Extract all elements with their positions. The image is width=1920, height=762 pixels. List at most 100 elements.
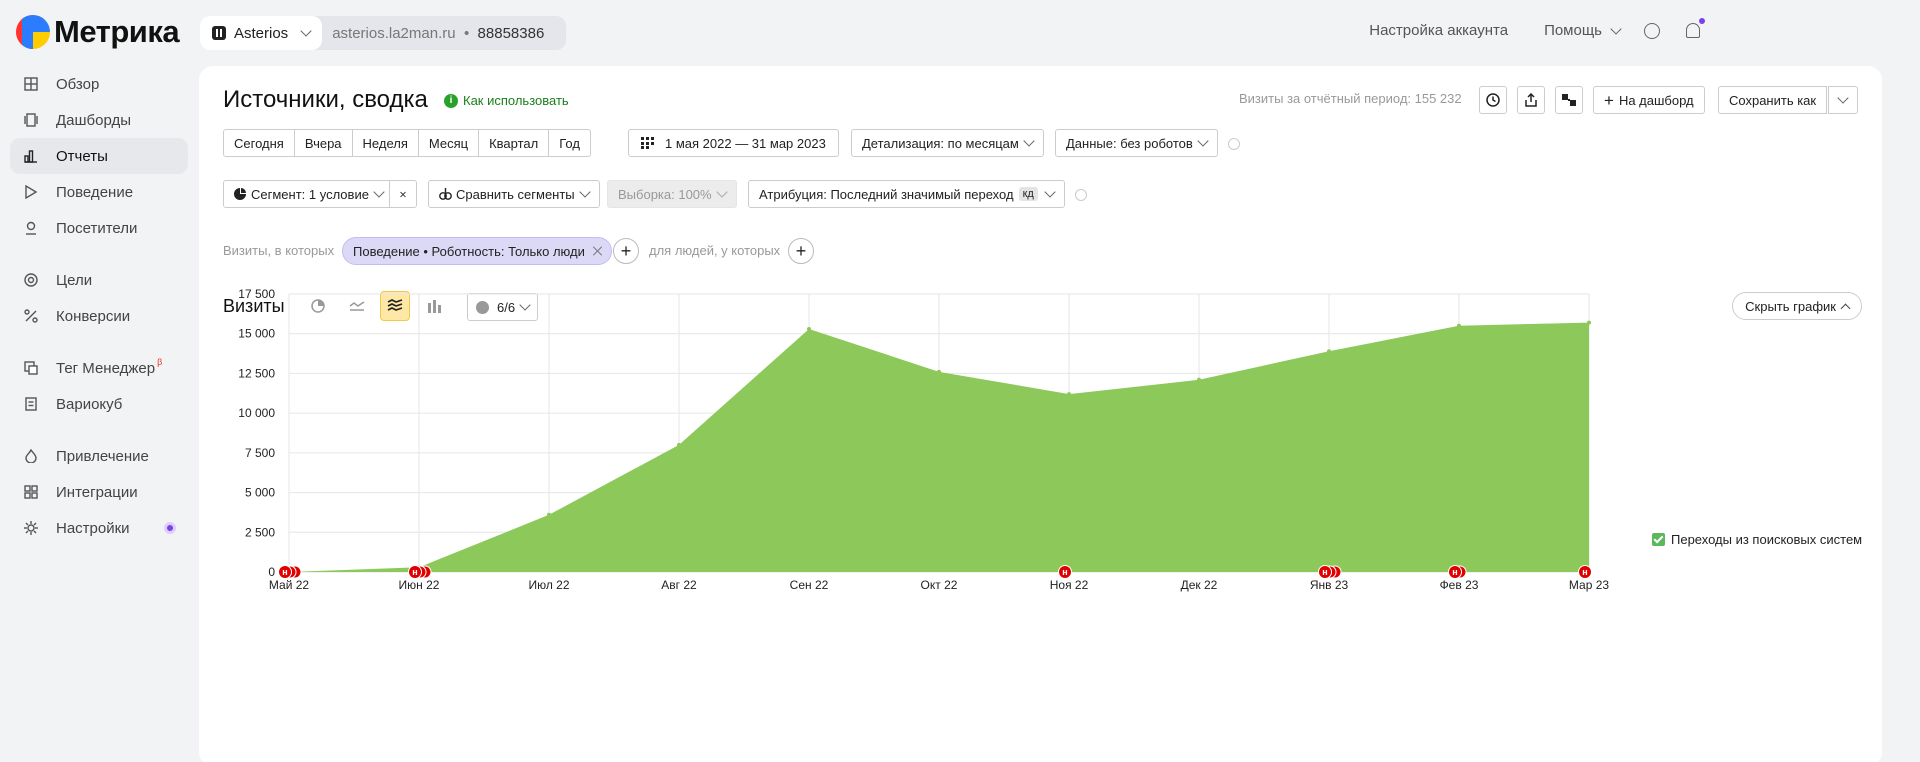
howto-link[interactable]: i Как использовать [444, 93, 569, 108]
sidebar-item-dashboards[interactable]: Дашборды [10, 102, 188, 138]
history-button[interactable] [1479, 86, 1507, 114]
period-quarter[interactable]: Квартал [478, 129, 550, 157]
segment-button[interactable]: Сегмент: 1 условие [223, 180, 394, 208]
y-tick-label: 15 000 [238, 327, 275, 341]
api-button[interactable] [1555, 86, 1583, 114]
sample-select[interactable]: Выборка: 100% [607, 180, 737, 208]
pie-chart-type-button[interactable] [303, 291, 333, 321]
x-tick-label: Авг 22 [661, 578, 697, 592]
period-week[interactable]: Неделя [351, 129, 419, 157]
y-tick-label: 12 500 [238, 366, 275, 380]
header-actions: Настройка аккаунта Помощь [1333, 18, 1705, 39]
visits-total: Визиты за отчётный период: 155 232 [1239, 91, 1462, 106]
annotation-marker [1318, 565, 1332, 579]
detalization-label: Детализация: по месяцам [862, 135, 1019, 151]
sidebar-item-behavior[interactable]: Поведение [10, 174, 188, 210]
period-today[interactable]: Сегодня [223, 129, 295, 157]
data-point [937, 369, 941, 374]
add-visit-condition-button[interactable]: + [613, 238, 639, 264]
chat-icon [1644, 22, 1660, 39]
sidebar-item-variocube[interactable]: Вариокуб [10, 386, 188, 422]
clear-segment-button[interactable] [389, 180, 417, 208]
annotation-label: н [1582, 567, 1587, 577]
bar-chart-icon [428, 300, 441, 313]
user-icon [26, 221, 36, 235]
counter-selector[interactable]: Asterios asterios.la2man.ru • 88858386 [200, 16, 567, 50]
add-to-dashboard-button[interactable]: + На дашборд [1593, 86, 1705, 114]
grid-icon [24, 77, 38, 91]
account-settings-link[interactable]: Настройка аккаунта [1369, 22, 1509, 39]
x-tick-label: Дек 22 [1181, 578, 1218, 592]
sidebar-item-reports[interactable]: Отчеты [10, 138, 188, 174]
sidebar-item-visitors[interactable]: Посетители [10, 210, 188, 246]
line-chart-type-button[interactable] [342, 291, 372, 321]
annotation-marker [1058, 565, 1072, 579]
dashboards-icon [24, 113, 38, 127]
sidebar-item-label: Отчеты [56, 147, 108, 165]
counter-name-button[interactable]: Asterios [200, 16, 323, 50]
series-bubble-icon [476, 300, 489, 314]
sidebar-item-label: Настройки [56, 519, 130, 537]
data-point [1587, 320, 1591, 325]
data-filter-select[interactable]: Данные: без роботов [1055, 129, 1218, 157]
sidebar-item-label: Обзор [56, 75, 100, 93]
counter-meta: asterios.la2man.ru • 88858386 [322, 25, 566, 42]
period-yesterday[interactable]: Вчера [293, 129, 353, 157]
sidebar-item-label: Привлечение [56, 447, 149, 465]
date-range-picker[interactable]: 1 мая 2022 — 31 мар 2023 [628, 129, 839, 157]
area-chart-type-button[interactable] [380, 291, 410, 321]
annotation-marker [278, 565, 292, 579]
attribution-select[interactable]: Атрибуция: Последний значимый переход кд [748, 180, 1065, 208]
sidebar-item-goals[interactable]: Цели [10, 262, 188, 298]
annotation-marker [408, 565, 422, 579]
help-menu[interactable]: Помощь [1544, 22, 1622, 39]
compare-segments-button[interactable]: Сравнить сегменты [428, 180, 600, 208]
detalization-select[interactable]: Детализация: по месяцам [851, 129, 1044, 157]
sidebar-item-tag-manager[interactable]: Тег Менеджер β [10, 350, 188, 386]
sidebar-item-label: Конверсии [56, 307, 131, 325]
chart-legend: Переходы из поисковых систем [1652, 532, 1862, 547]
x-tick-label: Фев 23 [1440, 578, 1479, 592]
report-card: Источники, сводка i Как использовать Виз… [199, 66, 1882, 762]
notification-dot [1699, 18, 1705, 24]
settings-status-dot [164, 522, 176, 534]
notifications-button[interactable] [1686, 18, 1705, 38]
hide-graph-button[interactable]: Скрыть график [1732, 292, 1862, 320]
compare-icon [439, 188, 452, 200]
visits-where-label: Визиты, в которых [223, 243, 335, 258]
data-point [1327, 349, 1331, 354]
pie-icon [234, 188, 246, 200]
compare-segments-label: Сравнить сегменты [456, 186, 575, 202]
segment-condition-chip[interactable]: Поведение • Роботность: Только люди [342, 237, 612, 265]
help-icon[interactable] [1075, 189, 1087, 201]
period-month[interactable]: Месяц [417, 129, 480, 157]
attribution-label: Атрибуция: Последний значимый переход [759, 186, 1014, 202]
y-tick-label: 5 000 [245, 486, 275, 500]
metrika-logo-icon [16, 15, 50, 49]
chat-button[interactable] [1644, 22, 1660, 39]
sidebar-item-overview[interactable]: Обзор [10, 66, 188, 102]
legend-checkbox[interactable] [1652, 533, 1665, 546]
sidebar-item-label: Поведение [56, 183, 134, 201]
metrika-logo[interactable]: Метрика [16, 14, 180, 50]
sidebar-item-integrations[interactable]: Интеграции [10, 474, 188, 510]
save-as-button[interactable]: Сохранить как [1718, 86, 1828, 114]
save-as-dropdown[interactable] [1828, 86, 1858, 114]
sidebar-item-conversions[interactable]: Конверсии [10, 298, 188, 334]
add-people-condition-button[interactable]: + [788, 238, 814, 264]
export-button[interactable] [1517, 86, 1545, 114]
data-point [1457, 323, 1461, 328]
attribution-badge: кд [1018, 187, 1038, 201]
y-tick-label: 0 [268, 565, 275, 579]
series-count-label: 6/6 [497, 299, 516, 315]
top-header: Метрика Asterios asterios.la2man.ru • 88… [0, 0, 1920, 66]
help-icon[interactable] [1228, 138, 1240, 150]
counter-icon [212, 26, 226, 40]
data-point [1067, 392, 1071, 397]
bar-chart-type-button[interactable] [420, 291, 450, 321]
period-year[interactable]: Год [548, 129, 591, 157]
data-point [807, 326, 811, 331]
sidebar-item-acquisition[interactable]: Привлечение [10, 438, 188, 474]
sidebar-item-settings[interactable]: Настройки [10, 510, 188, 546]
save-as-label: Сохранить как [1729, 92, 1817, 108]
